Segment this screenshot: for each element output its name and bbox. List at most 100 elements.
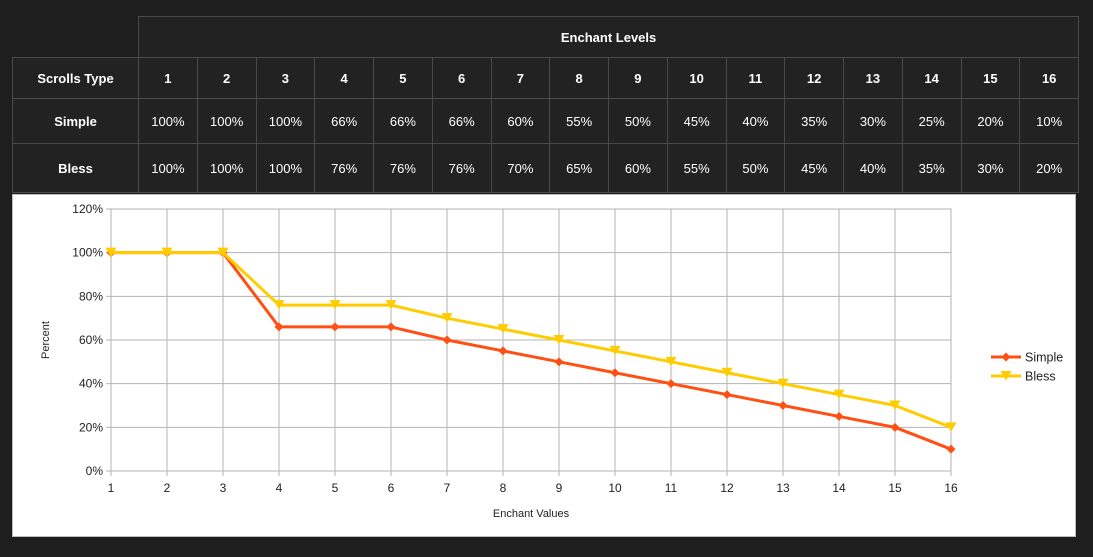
x-tick-label: 4 xyxy=(276,481,283,495)
level-header: 4 xyxy=(314,57,374,99)
data-point-bless xyxy=(889,400,901,410)
level-header: 1 xyxy=(138,57,198,99)
table-cell: 100% xyxy=(255,143,316,193)
level-header: 7 xyxy=(490,57,551,99)
x-tick-label: 9 xyxy=(556,481,563,495)
table-cell: 100% xyxy=(196,98,257,144)
y-tick-label: 40% xyxy=(79,377,103,391)
data-point-simple xyxy=(386,322,396,332)
data-point-simple xyxy=(274,322,284,332)
data-point-simple xyxy=(778,401,788,410)
table-cell: 76% xyxy=(314,143,374,193)
data-point-bless xyxy=(665,356,677,367)
y-tick-label: 60% xyxy=(79,333,103,347)
data-point-bless xyxy=(161,247,173,258)
data-point-simple xyxy=(498,346,508,356)
level-header: 2 xyxy=(196,57,257,99)
level-header: 13 xyxy=(843,57,903,99)
table-cell: 70% xyxy=(490,143,551,193)
x-tick-label: 14 xyxy=(832,481,846,495)
series-line-bless xyxy=(111,251,952,429)
table-cell: 45% xyxy=(666,98,727,144)
x-tick-label: 16 xyxy=(944,481,958,495)
table-corner xyxy=(12,16,139,58)
header-label: Scrolls Type xyxy=(12,57,139,99)
level-header: 5 xyxy=(373,57,433,99)
table-cell: 40% xyxy=(725,98,786,144)
level-header: 15 xyxy=(960,57,1021,99)
level-header: 3 xyxy=(255,57,316,99)
data-point-simple xyxy=(330,322,340,332)
x-tick-label: 13 xyxy=(776,481,790,495)
data-point-simple xyxy=(442,335,452,345)
table-cell: 25% xyxy=(901,98,962,144)
table-title: Enchant Levels xyxy=(137,16,1080,58)
x-tick-label: 10 xyxy=(608,481,622,495)
level-header: 14 xyxy=(901,57,962,99)
data-point-bless xyxy=(553,335,565,345)
y-tick-label: 0% xyxy=(86,464,104,478)
data-point-simple xyxy=(666,379,676,389)
table-cell: 66% xyxy=(431,98,492,144)
table-cell: 100% xyxy=(255,98,316,144)
data-point-bless xyxy=(833,389,845,400)
table-cell: 40% xyxy=(843,143,903,193)
enchant-table: Enchant Levels Scrolls Type 1 2 3 4 5 6 7 8 9 10 1… xyxy=(12,16,1080,193)
table-cell: 66% xyxy=(314,98,374,144)
x-tick-label: 1 xyxy=(108,481,115,495)
table-cell: 60% xyxy=(490,98,551,144)
data-point-simple xyxy=(722,390,732,400)
table-row-bless: Bless 100% 100% 100% 76% 76% 76% 70% 65% 60% 55% 5… xyxy=(12,143,1080,193)
legend-label: Bless xyxy=(1025,370,1056,384)
y-tick-label: 120% xyxy=(72,202,103,216)
table-cell: 100% xyxy=(138,143,198,193)
data-point-bless xyxy=(217,247,229,258)
table-cell: 55% xyxy=(666,143,727,193)
table-cell: 100% xyxy=(196,143,257,193)
table-cell: 45% xyxy=(784,143,844,193)
table-cell: 76% xyxy=(431,143,492,193)
data-point-bless xyxy=(945,422,957,432)
level-header: 10 xyxy=(666,57,727,99)
line-chart: 0%20%40%60%80%100%120%1 2 3 4 5 6 7 8 9 10 11 12 13 1… xyxy=(40,202,1063,520)
plot-area xyxy=(110,208,952,472)
data-point-bless xyxy=(385,300,397,310)
row-label: Bless xyxy=(12,143,139,193)
table-cell: 20% xyxy=(960,98,1021,144)
table-cell: 20% xyxy=(1019,143,1080,193)
data-point-simple xyxy=(834,411,844,421)
y-tick-label: 20% xyxy=(79,420,103,434)
table-cell: 50% xyxy=(608,98,668,144)
table-cell: 35% xyxy=(901,143,962,193)
data-point-bless xyxy=(497,324,509,334)
table-cell: 66% xyxy=(373,98,433,144)
level-header: 9 xyxy=(608,57,668,99)
series-line-simple xyxy=(111,251,952,451)
level-header: 12 xyxy=(784,57,844,99)
table-row-simple: Simple 100% 100% 100% 66% 66% 66% 60% 55% 50% 45%… xyxy=(12,98,1080,144)
table-cell: 10% xyxy=(1019,98,1080,144)
y-tick-label: 100% xyxy=(72,246,103,260)
data-point-bless xyxy=(777,378,789,389)
table-cell: 65% xyxy=(549,143,609,193)
data-point-simple xyxy=(890,422,900,432)
chart-panel: 0% 20% 40% 60% 80% 100% 120% 1 2 3 4 5 6 7 8 9 10 11 12 13 1… xyxy=(12,194,1076,537)
x-tick-label: 15 xyxy=(888,481,902,495)
data-point-simple xyxy=(610,368,620,378)
x-axis-title: Enchant Values xyxy=(493,508,570,520)
header-row: Scrolls Type 1 2 3 4 5 6 7 8 9 10 11 12 13 14 15 16 xyxy=(12,57,1080,99)
x-tick-label: 5 xyxy=(332,481,339,495)
table-cell: 55% xyxy=(549,98,609,144)
table-cell: 30% xyxy=(960,143,1021,193)
table-cell: 60% xyxy=(608,143,668,193)
table-cell: 35% xyxy=(784,98,844,144)
x-tick-label: 11 xyxy=(665,481,678,495)
x-tick-label: 3 xyxy=(220,481,227,495)
data-point-bless xyxy=(441,313,453,323)
table-cell: 30% xyxy=(843,98,903,144)
table-cell: 50% xyxy=(725,143,786,193)
data-point-simple xyxy=(554,357,564,367)
table-cell: 100% xyxy=(138,98,198,144)
x-tick-label: 8 xyxy=(500,481,507,495)
level-header: 8 xyxy=(549,57,609,99)
